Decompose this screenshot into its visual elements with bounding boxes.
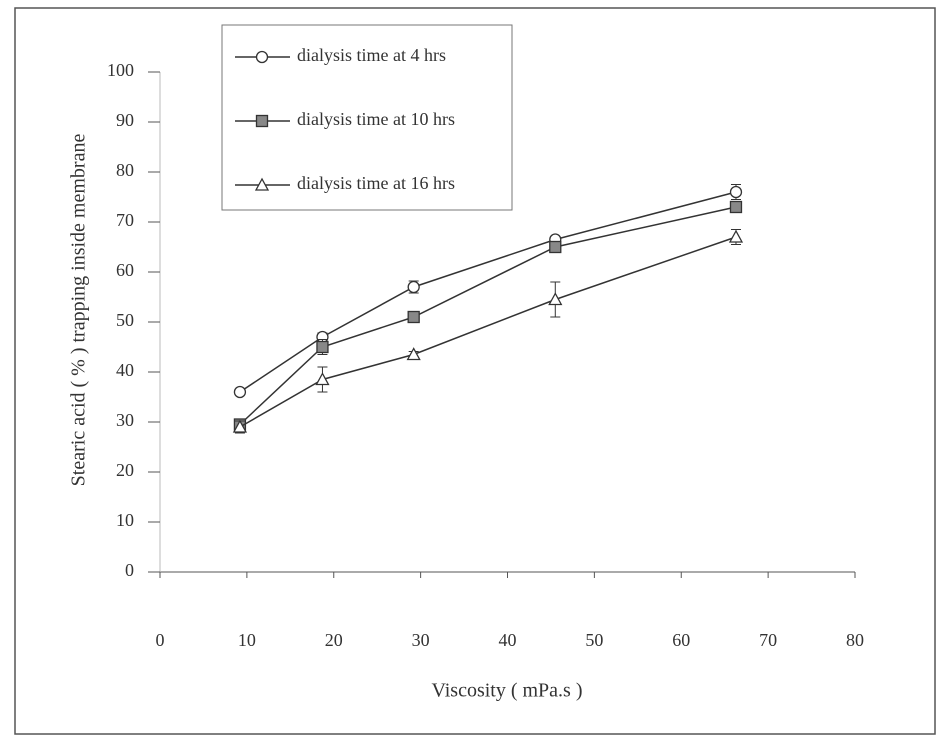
y-tick-label: 90 (116, 110, 134, 130)
marker (728, 229, 744, 243)
x-tick-label: 30 (412, 630, 430, 650)
x-tick-label: 20 (325, 630, 343, 650)
y-tick-label: 20 (116, 460, 134, 480)
marker (232, 419, 248, 433)
x-tick-label: 50 (585, 630, 603, 650)
marker (315, 372, 330, 386)
y-tick-label: 100 (107, 60, 134, 80)
x-tick-label: 0 (156, 630, 165, 650)
series-line (239, 191, 737, 393)
y-tick-label: 40 (116, 360, 134, 380)
series-line (239, 206, 737, 426)
marker (406, 347, 421, 361)
y-tick-label: 10 (116, 510, 134, 530)
legend-marker (255, 114, 269, 128)
y-tick-label: 50 (116, 310, 134, 330)
marker (233, 385, 247, 399)
marker (729, 200, 743, 214)
legend-label: dialysis time at 10 hrs (297, 109, 455, 129)
y-axis-label: Stearic acid ( % ) trapping inside membr… (68, 134, 90, 487)
marker (548, 292, 563, 306)
marker (407, 310, 420, 324)
frame (14, 7, 936, 735)
marker (549, 240, 562, 254)
legend-box (221, 24, 513, 211)
legend-marker (255, 50, 269, 64)
legend-marker (254, 177, 270, 191)
y-tick-label: 80 (116, 160, 134, 180)
legend-label: dialysis time at 16 hrs (297, 173, 455, 193)
series-line (239, 236, 737, 428)
x-tick-label: 10 (238, 630, 256, 650)
x-tick-label: 60 (672, 630, 690, 650)
marker (729, 185, 743, 199)
y-tick-label: 30 (116, 410, 134, 430)
x-axis-label: Viscosity ( mPa.s ) (431, 680, 582, 702)
legend-label: dialysis time at 4 hrs (297, 45, 446, 65)
marker (407, 280, 420, 294)
y-tick-label: 70 (116, 210, 134, 230)
y-tick-label: 0 (125, 560, 134, 580)
x-tick-label: 40 (499, 630, 517, 650)
x-tick-label: 80 (846, 630, 864, 650)
y-tick-label: 60 (116, 260, 134, 280)
x-tick-label: 70 (759, 630, 777, 650)
marker (316, 340, 329, 354)
